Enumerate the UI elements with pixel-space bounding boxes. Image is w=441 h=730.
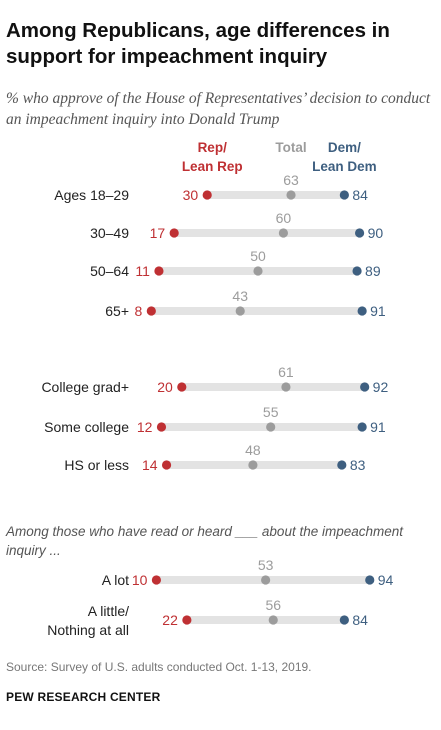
value-rep: 11 bbox=[135, 263, 150, 279]
value-rep: 14 bbox=[142, 457, 158, 473]
dot-dem bbox=[357, 306, 367, 316]
legend-total: Total bbox=[275, 140, 306, 155]
dot-total bbox=[281, 382, 291, 392]
value-rep: 20 bbox=[157, 379, 173, 395]
dot-total bbox=[278, 228, 288, 238]
row-label-30-49: 30–49 bbox=[90, 225, 129, 241]
legend-dem-line1: Dem/ bbox=[328, 140, 361, 155]
value-rep: 30 bbox=[183, 187, 199, 203]
row-label-a-little-nothing-at-all-line2: Nothing at all bbox=[47, 622, 129, 638]
value-dem: 89 bbox=[365, 263, 381, 279]
range-bar bbox=[174, 229, 360, 237]
dot-rep bbox=[202, 190, 212, 200]
value-total: 63 bbox=[283, 172, 299, 188]
row-label-65: 65+ bbox=[105, 303, 129, 319]
source-note: Source: Survey of U.S. adults conducted … bbox=[6, 660, 312, 674]
legend-rep-line2: Lean Rep bbox=[182, 159, 243, 174]
value-rep: 22 bbox=[162, 612, 178, 628]
value-dem: 84 bbox=[352, 612, 368, 628]
dot-total bbox=[266, 422, 276, 432]
dot-dem bbox=[337, 460, 347, 470]
value-total: 53 bbox=[258, 557, 274, 573]
value-dem: 91 bbox=[370, 419, 386, 435]
dot-total bbox=[268, 615, 278, 625]
value-total: 50 bbox=[250, 248, 266, 264]
row-label-college-grad: College grad+ bbox=[41, 379, 129, 395]
dot-dem bbox=[339, 190, 349, 200]
dot-total bbox=[261, 575, 271, 585]
dot-rep bbox=[156, 422, 167, 432]
row-label-a-little-nothing-at-all-line1: A little/ bbox=[88, 603, 129, 619]
range-bar bbox=[151, 307, 363, 315]
org-logo-text: PEW RESEARCH CENTER bbox=[6, 690, 161, 704]
value-dem: 84 bbox=[352, 187, 368, 203]
row-label-some-college: Some college bbox=[44, 419, 129, 435]
value-total: 48 bbox=[245, 442, 261, 458]
legend-rep-line1: Rep/ bbox=[198, 140, 228, 155]
value-total: 61 bbox=[278, 364, 294, 380]
value-rep: 8 bbox=[135, 303, 143, 319]
value-dem: 94 bbox=[378, 572, 394, 588]
dot-rep bbox=[151, 575, 161, 585]
value-dem: 92 bbox=[373, 379, 389, 395]
range-bar bbox=[207, 191, 345, 199]
value-total: 56 bbox=[265, 597, 281, 613]
dot-dem bbox=[339, 615, 349, 625]
dot-total bbox=[235, 306, 245, 316]
value-rep: 17 bbox=[150, 225, 166, 241]
dot-dem bbox=[357, 422, 367, 432]
dot-dem bbox=[355, 228, 365, 238]
dot-rep bbox=[177, 382, 187, 392]
value-total: 60 bbox=[276, 210, 292, 226]
range-bar bbox=[181, 383, 365, 391]
value-total: 55 bbox=[263, 404, 279, 420]
chart-title: Among Republicans, age differences in su… bbox=[6, 19, 390, 68]
range-bar bbox=[161, 423, 363, 431]
dot-total bbox=[248, 460, 258, 470]
dot-dem bbox=[365, 575, 375, 585]
value-total: 43 bbox=[232, 288, 248, 304]
value-rep: 10 bbox=[132, 572, 148, 588]
legend-dem-line2: Lean Dem bbox=[312, 159, 377, 174]
value-rep: 12 bbox=[137, 419, 153, 435]
chart-subtitle: % who approve of the House of Representa… bbox=[6, 90, 431, 128]
dot-rep bbox=[182, 615, 192, 625]
dot-total bbox=[286, 190, 296, 200]
dot-rep bbox=[154, 266, 164, 276]
value-dem: 83 bbox=[350, 457, 366, 473]
dot-rep bbox=[161, 460, 172, 470]
dot-rep bbox=[169, 228, 179, 238]
row-label-50-64: 50–64 bbox=[90, 263, 129, 279]
value-dem: 90 bbox=[368, 225, 384, 241]
dot-dem bbox=[352, 266, 362, 276]
row-label-a-lot: A lot bbox=[102, 572, 129, 588]
range-bar bbox=[186, 616, 345, 624]
dot-dem bbox=[360, 382, 370, 392]
row-label-ages-18-29: Ages 18–29 bbox=[54, 187, 129, 203]
value-dem: 91 bbox=[370, 303, 386, 319]
dot-total bbox=[253, 266, 263, 276]
row-label-hs-or-less: HS or less bbox=[64, 457, 129, 473]
dot-rep bbox=[146, 306, 156, 316]
news-exposure-note: Among those who have read or heard ___ a… bbox=[6, 524, 404, 558]
